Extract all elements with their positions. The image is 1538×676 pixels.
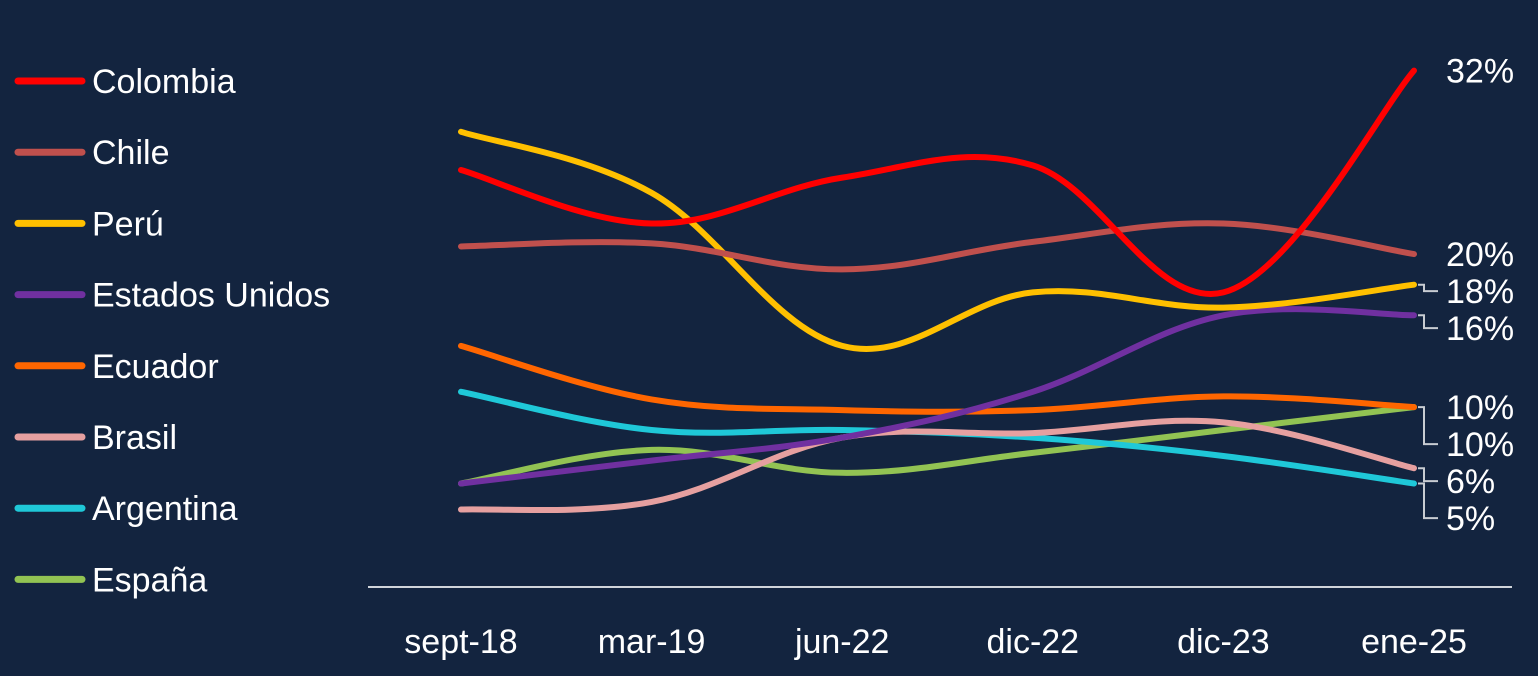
- legend-item-ecuador: Ecuador: [14, 348, 219, 386]
- end-value-label: 10%: [1446, 426, 1514, 464]
- legend-label: Estados Unidos: [92, 277, 330, 315]
- end-label-leader: [1418, 467, 1438, 483]
- series-line-argentina: [458, 388, 1417, 487]
- x-tick-label: jun-22: [794, 623, 890, 661]
- end-label-argentina: 5%: [1418, 482, 1495, 538]
- legend-label: Brasil: [92, 419, 177, 457]
- legend-item-chile: Chile: [14, 134, 169, 172]
- end-label-leader: [1418, 482, 1438, 520]
- x-axis-ticks: sept-18 mar-19 jun-22 dic-22 dic-23 ene-25: [404, 623, 1467, 661]
- legend-label: Ecuador: [92, 348, 219, 386]
- x-tick-label: dic-22: [986, 623, 1079, 661]
- end-label-espana: 10%: [1418, 406, 1514, 464]
- end-label-leader: [1418, 406, 1438, 446]
- legend-item-argentina: Argentina: [14, 490, 238, 528]
- end-value-label: 32%: [1446, 53, 1514, 91]
- legend-item-estados-unidos: Estados Unidos: [14, 277, 330, 315]
- legend-label: Argentina: [92, 490, 238, 528]
- legend-label: Perú: [92, 205, 164, 243]
- end-label-peru: 18%: [1418, 273, 1514, 311]
- end-value-label: 10%: [1446, 389, 1514, 427]
- x-tick-label: mar-19: [598, 623, 706, 661]
- legend-item-colombia: Colombia: [14, 63, 236, 101]
- end-value-label: 18%: [1446, 273, 1514, 311]
- x-tick-label: ene-25: [1361, 623, 1467, 661]
- series-line-peru: [458, 128, 1417, 352]
- legend-item-espana: España: [14, 561, 207, 599]
- end-value-label: 16%: [1446, 310, 1514, 348]
- chart-plot-area: [458, 67, 1417, 514]
- end-value-label: 20%: [1446, 236, 1514, 274]
- legend-label: España: [92, 561, 207, 599]
- series-line-colombia: [458, 67, 1417, 297]
- end-label-ecuador: 10%: [1446, 389, 1514, 427]
- end-label-colombia: 32%: [1446, 53, 1514, 91]
- legend-label: Chile: [92, 134, 169, 172]
- legend-label: Colombia: [92, 63, 236, 101]
- end-label-leader: [1418, 314, 1438, 330]
- series-line-ecuador: [458, 342, 1417, 415]
- end-value-label: 5%: [1446, 500, 1495, 538]
- legend-item-peru: Perú: [14, 205, 164, 243]
- chart-legend: Colombia Chile Perú Estados Unidos Ecuador Br…: [14, 63, 330, 599]
- end-value-labels: 32%20%18%16%10%10%6%5%: [1418, 53, 1514, 538]
- end-label-leader: [1418, 283, 1438, 293]
- end-value-label: 6%: [1446, 463, 1495, 501]
- x-tick-label: dic-23: [1177, 623, 1270, 661]
- legend-item-brasil: Brasil: [14, 419, 177, 457]
- end-label-brasil: 6%: [1418, 463, 1495, 501]
- series-line-chile: [458, 220, 1417, 273]
- x-tick-label: sept-18: [404, 623, 517, 661]
- series-line-estados-unidos: [458, 306, 1417, 487]
- series-line-brasil: [458, 417, 1417, 514]
- end-label-estados-unidos: 16%: [1418, 310, 1514, 348]
- end-label-chile: 20%: [1446, 236, 1514, 274]
